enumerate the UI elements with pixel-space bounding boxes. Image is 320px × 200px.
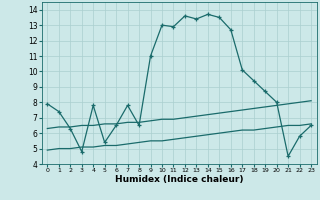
X-axis label: Humidex (Indice chaleur): Humidex (Indice chaleur) [115, 175, 244, 184]
